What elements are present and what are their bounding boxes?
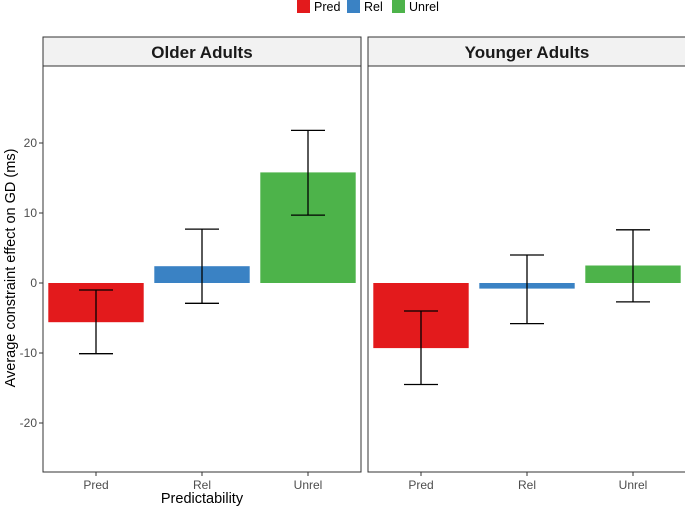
error-bar [291,129,325,216]
panel-older-adults: Older Adults Pred Rel Unrel [42,36,362,492]
legend-swatch-pred [297,0,310,13]
x-tick-label: Rel [518,478,536,492]
x-tick-label: Pred [83,478,108,492]
y-tick-label: -20 [20,416,38,430]
facet-title: Older Adults [151,43,252,62]
panels: Older Adults Pred Rel Unrel Younger Adults Pr… [42,36,685,492]
y-axis-title: Average constraint effect on GD (ms) [3,149,19,388]
y-tick-label: 10 [24,206,38,220]
legend-label-unrel: Unrel [409,0,439,14]
error-bar [510,254,544,325]
y-tick-label: -10 [20,346,38,360]
y-axis: -20 -10 0 10 20 [20,136,43,430]
facet-strip [367,36,685,67]
x-tick-label: Rel [193,478,211,492]
error-bar [616,229,650,303]
legend-swatch-unrel [392,0,405,13]
panel-younger-adults: Younger Adults Pred Rel Unrel [367,36,685,492]
legend: Pred Rel Unrel [297,0,439,14]
legend-swatch-rel [347,0,360,13]
y-tick-label: 0 [30,276,37,290]
x-axis-title: Predictability [161,491,244,507]
facet-title: Younger Adults [465,43,590,62]
error-bar [185,228,219,304]
legend-label-rel: Rel [364,0,383,14]
x-tick-label: Unrel [294,478,323,492]
error-bar [79,289,113,355]
x-tick-label: Unrel [619,478,648,492]
facet-strip [42,36,362,67]
x-tick-label: Pred [408,478,433,492]
y-tick-label: 20 [24,136,38,150]
error-bar [404,310,438,386]
legend-label-pred: Pred [314,0,340,14]
